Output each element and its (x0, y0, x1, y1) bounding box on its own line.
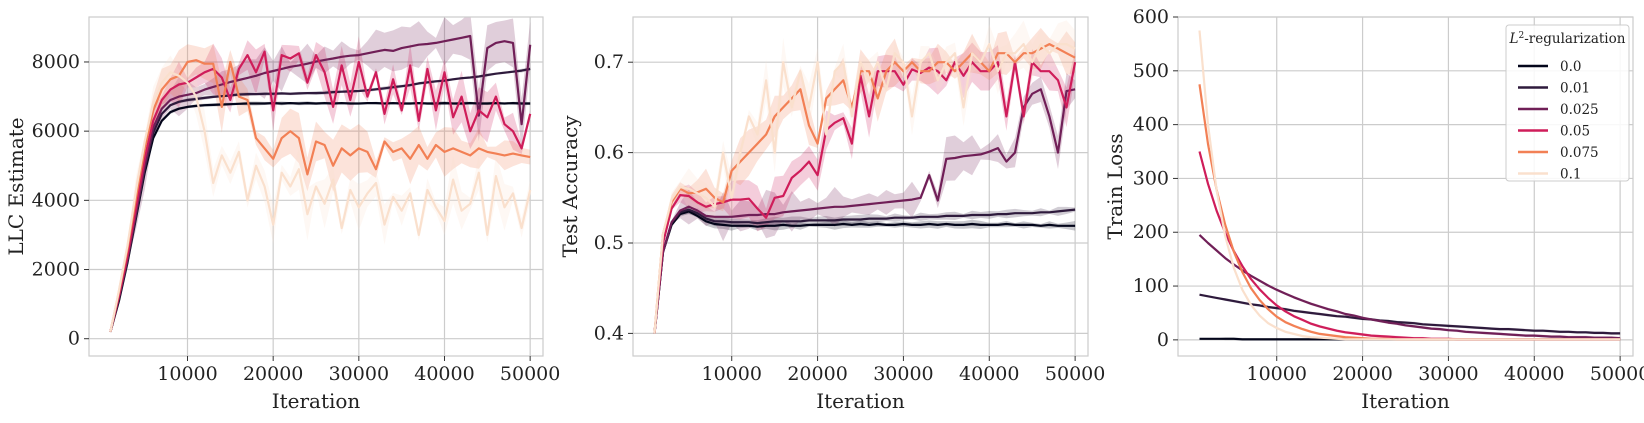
series-line-0.025 (109, 34, 532, 333)
x-tick-label: 20000 (243, 363, 303, 385)
legend-label-0.05: 0.05 (1560, 124, 1590, 140)
y-tick-label: 0.4 (594, 322, 624, 344)
legend-label-0.025: 0.025 (1560, 102, 1599, 118)
series-line-0.0 (109, 101, 531, 333)
y-tick-label: 200 (1133, 221, 1169, 243)
series-line-0.025 (1198, 234, 1621, 340)
series-line-0.05 (109, 50, 532, 333)
series-line-0.025 (653, 88, 1076, 334)
x-tick-label: 30000 (329, 363, 389, 385)
llc-estimate-chart: 10000 20000 30000 40000 50000 0 2000 4000 6000 80… (4, 16, 560, 413)
series-line-0.05 (653, 61, 1077, 334)
plot-frame (88, 16, 544, 357)
x-tick-label: 50000 (1590, 363, 1644, 385)
y-tick-label: 600 (1133, 6, 1169, 28)
plot-frame (632, 16, 1089, 357)
y-tick-label: 8000 (32, 51, 80, 73)
y-axis-label: Test Accuracy (558, 115, 582, 258)
series-group (109, 17, 532, 334)
series-line-0.1 (653, 42, 1076, 334)
y-tick-label: 4000 (32, 189, 80, 211)
train-loss-chart: 10000 20000 30000 40000 50000 0 100 200 300 400 50… (1103, 6, 1644, 413)
series-line-0.01 (1199, 293, 1621, 335)
legend-label-0.1: 0.1 (1560, 167, 1581, 183)
x-axis-label: Iteration (272, 389, 361, 413)
legend-box (1505, 24, 1630, 182)
x-tick-label: 50000 (500, 363, 560, 385)
y-axis-label: Train Loss (1103, 133, 1127, 239)
y-tick-label: 6000 (32, 120, 80, 142)
y-tick-label: 0 (68, 328, 80, 350)
x-tick-label: 40000 (959, 363, 1019, 385)
x-tick-label: 50000 (1045, 363, 1105, 385)
y-tick-label: 400 (1133, 114, 1169, 136)
y-tick-label: 100 (1133, 275, 1169, 297)
y-tick-label: 0.5 (594, 232, 624, 254)
confidence-band-0.01 (1199, 294, 1621, 335)
y-tick-label: 0 (1157, 329, 1169, 351)
x-tick-label: 40000 (1504, 363, 1564, 385)
legend-label-0.0: 0.0 (1560, 59, 1581, 75)
y-tick-label: 2000 (32, 259, 80, 281)
x-tick-label: 40000 (414, 363, 474, 385)
x-tick-label: 30000 (873, 363, 933, 385)
x-tick-label: 10000 (1246, 363, 1306, 385)
y-tick-label: 500 (1133, 60, 1169, 82)
x-tick-label: 20000 (787, 363, 847, 385)
x-axis-label: Iteration (1361, 389, 1450, 413)
x-axis-label: Iteration (816, 389, 905, 413)
x-tick-label: 30000 (1418, 363, 1478, 385)
y-tick-label: 0.7 (594, 51, 624, 73)
y-axis-label: LLC Estimate (4, 117, 28, 255)
y-tick-label: 300 (1133, 167, 1169, 189)
legend-title: L2-regularization (1509, 31, 1626, 47)
series-line-0.1 (1198, 30, 1621, 341)
series-group (1198, 30, 1621, 341)
series-line-0.075 (109, 59, 531, 333)
legend: L2-regularization 0.0 0.01 0.025 0.05 0.075 0.… (1505, 24, 1630, 183)
legend-label-0.01: 0.01 (1560, 81, 1590, 97)
legend-label-0.075: 0.075 (1560, 145, 1599, 161)
x-tick-label: 10000 (701, 363, 761, 385)
series-line-0.01 (109, 67, 531, 333)
x-tick-label: 10000 (157, 363, 217, 385)
x-tick-label: 20000 (1332, 363, 1392, 385)
series-line-0.0 (653, 210, 1076, 334)
y-tick-label: 0.6 (594, 142, 624, 164)
plot-frame (1177, 16, 1634, 357)
series-line-0.1 (109, 71, 532, 333)
series-line-0.01 (653, 208, 1076, 334)
test-accuracy-chart: 10000 20000 30000 40000 50000 0.4 0.5 0.6 0.7 Ite… (558, 16, 1105, 413)
series-group (653, 20, 1077, 335)
grid (89, 17, 543, 356)
confidence-band-0.1 (654, 20, 1076, 335)
